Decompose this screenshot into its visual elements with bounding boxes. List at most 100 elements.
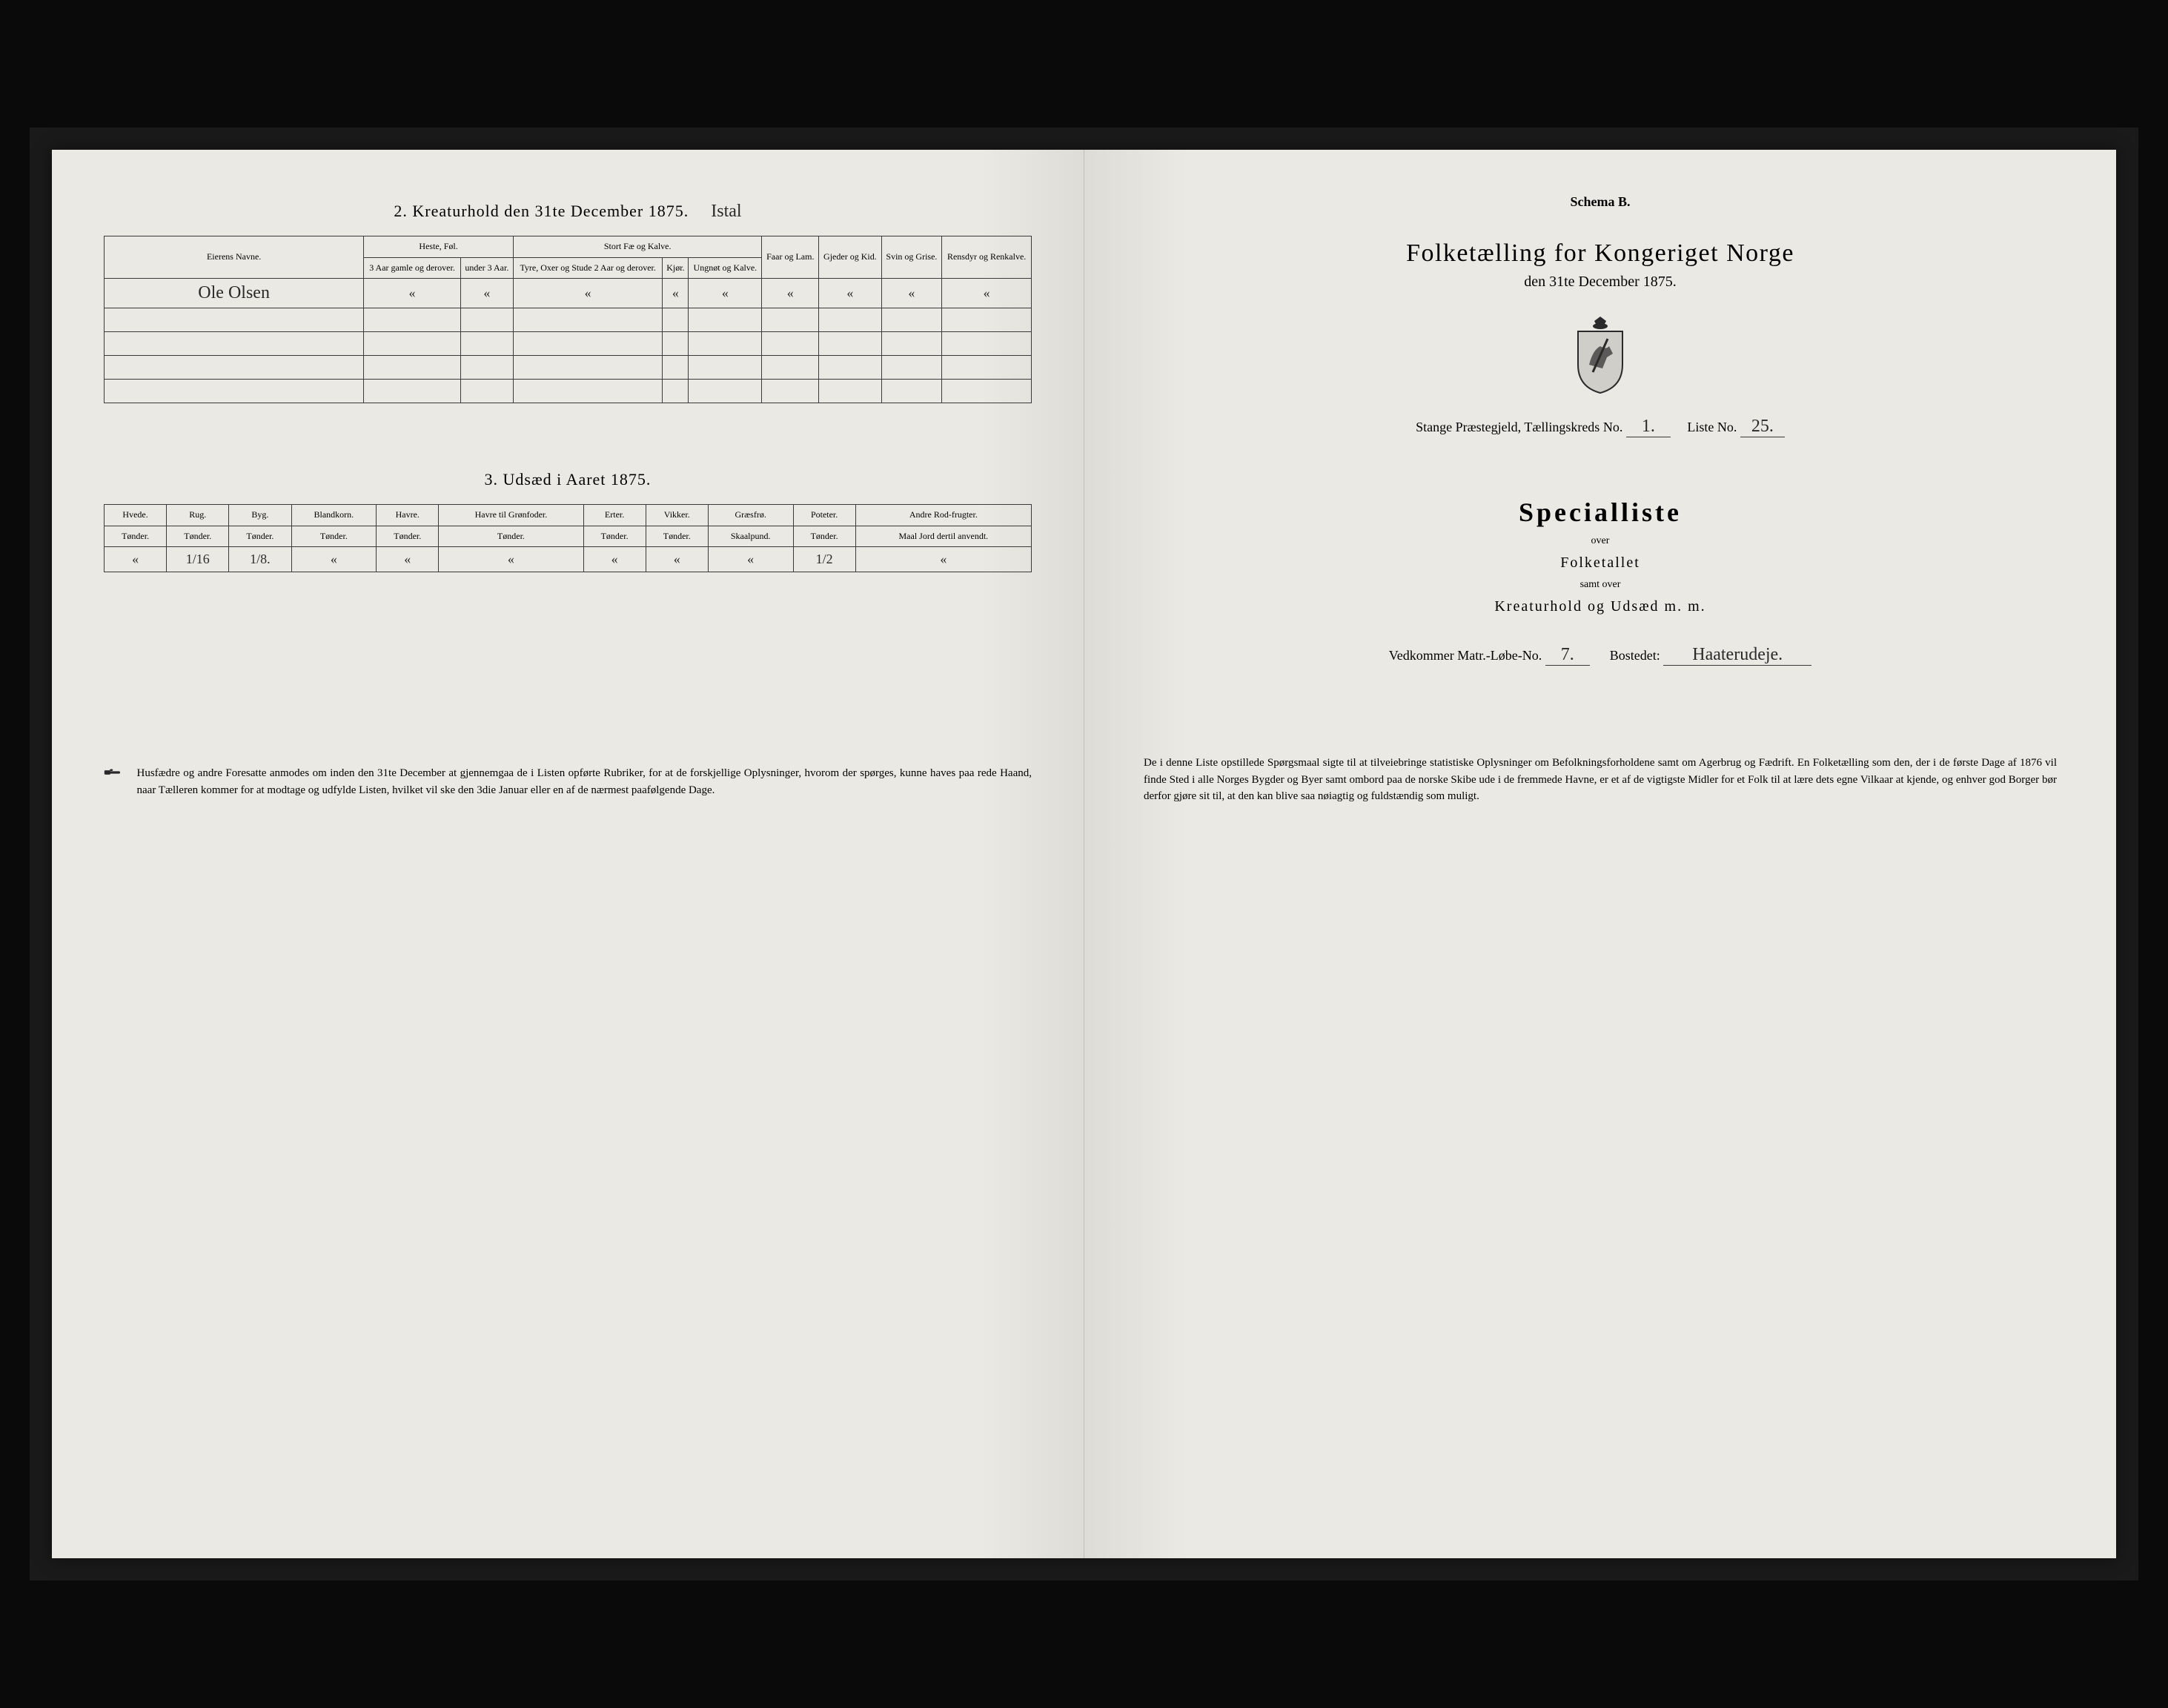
vedkommer-line: Vedkommer Matr.-Løbe-No. 7. Bostedet: Ha… — [1136, 645, 2064, 666]
seed-cell: 1/2 — [793, 547, 855, 572]
table-row — [105, 308, 1032, 332]
seed-cell: « — [105, 547, 167, 572]
seed-col-unit: Tønder. — [439, 526, 583, 547]
page-right: Schema B. Folketælling for Kongeriget No… — [1084, 150, 2116, 1558]
data-cell — [364, 380, 460, 403]
data-cell — [689, 308, 762, 332]
data-cell — [364, 356, 460, 380]
col-rensdyr: Rensdyr og Renkalve. — [942, 236, 1032, 279]
col-gjeder: Gjeder og Kid. — [819, 236, 881, 279]
seed-col-unit: Skaalpund. — [708, 526, 793, 547]
col-owner: Eierens Navne. — [105, 236, 364, 279]
owner-cell: Ole Olsen — [105, 279, 364, 308]
matr-no: 7. — [1545, 645, 1590, 666]
col-faar: Faar og Lam. — [762, 236, 819, 279]
seed-col-unit: Tønder. — [105, 526, 167, 547]
seed-col-unit: Tønder. — [229, 526, 291, 547]
data-cell — [881, 332, 942, 356]
data-cell — [689, 380, 762, 403]
seed-col-head: Rug. — [167, 505, 229, 526]
col-group-storfe: Stort Fæ og Kalve. — [513, 236, 761, 258]
owner-cell — [105, 356, 364, 380]
data-cell — [819, 380, 881, 403]
samt-over: samt over — [1136, 579, 2064, 591]
seed-cell: « — [646, 547, 708, 572]
seed-col-head: Hvede. — [105, 505, 167, 526]
col-heste-b: under 3 Aar. — [460, 257, 513, 279]
section2-title-row: 2. Kreaturhold den 31te December 1875. I… — [104, 194, 1032, 236]
data-cell — [364, 308, 460, 332]
seed-col-head: Vikker. — [646, 505, 708, 526]
data-cell: « — [689, 279, 762, 308]
data-cell — [689, 356, 762, 380]
right-footnote: De i denne Liste opstillede Spørgsmaal s… — [1136, 755, 2064, 805]
data-cell — [513, 380, 662, 403]
table-row — [105, 332, 1032, 356]
seed-col-head: Andre Rod-frugter. — [855, 505, 1031, 526]
seed-col-head: Poteter. — [793, 505, 855, 526]
bostedet-value: Haaterudeje. — [1663, 645, 1811, 666]
liste-label: Liste No. — [1687, 420, 1737, 434]
seed-cell: « — [708, 547, 793, 572]
data-cell — [663, 380, 689, 403]
data-cell: « — [364, 279, 460, 308]
seed-cell: « — [291, 547, 377, 572]
data-cell — [762, 380, 819, 403]
section2-note: Istal — [711, 202, 741, 222]
data-cell — [881, 356, 942, 380]
seed-cell: 1/16 — [167, 547, 229, 572]
left-footnote-block: Husfædre og andre Foresatte anmodes om i… — [104, 765, 1032, 798]
table-row — [105, 380, 1032, 403]
data-cell — [942, 356, 1032, 380]
seed-cell: « — [583, 547, 646, 572]
data-cell — [460, 332, 513, 356]
section2-title: 2. Kreaturhold den 31te December 1875. — [394, 202, 689, 221]
col-storfe-a: Tyre, Oxer og Stude 2 Aar og derover. — [513, 257, 662, 279]
data-cell — [819, 356, 881, 380]
seed-col-head: Erter. — [583, 505, 646, 526]
data-cell: « — [513, 279, 662, 308]
kreatur-line: Kreaturhold og Udsæd m. m. — [1136, 598, 2064, 615]
seed-col-unit: Tønder. — [291, 526, 377, 547]
seed-col-head: Havre. — [377, 505, 439, 526]
col-group-heste: Heste, Føl. — [364, 236, 514, 258]
seed-col-head: Byg. — [229, 505, 291, 526]
seed-col-unit: Tønder. — [793, 526, 855, 547]
data-cell — [513, 308, 662, 332]
seed-cell: « — [855, 547, 1031, 572]
section3-title: 3. Udsæd i Aaret 1875. — [104, 470, 1032, 489]
data-cell — [513, 356, 662, 380]
folketallet: Folketallet — [1136, 555, 2064, 572]
seed-table: Hvede.Rug.Byg.Blandkorn.Havre.Havre til … — [104, 504, 1032, 572]
seed-cell: 1/8. — [229, 547, 291, 572]
owner-cell — [105, 308, 364, 332]
data-cell — [881, 308, 942, 332]
bostedet-label: Bostedet: — [1610, 648, 1660, 663]
pointing-hand-icon — [104, 765, 122, 780]
data-cell — [460, 356, 513, 380]
specialliste-heading: Specialliste — [1136, 497, 2064, 528]
data-cell — [762, 308, 819, 332]
page-left: 2. Kreaturhold den 31te December 1875. I… — [52, 150, 1084, 1558]
data-cell — [942, 332, 1032, 356]
scan-frame: 2. Kreaturhold den 31te December 1875. I… — [30, 128, 2138, 1580]
col-heste-a: 3 Aar gamle og derover. — [364, 257, 460, 279]
data-cell — [819, 308, 881, 332]
liste-no: 25. — [1740, 417, 1785, 437]
seed-cell: « — [439, 547, 583, 572]
over-1: over — [1136, 535, 2064, 547]
owner-cell — [105, 380, 364, 403]
col-storfe-b: Kjør. — [663, 257, 689, 279]
data-cell — [689, 332, 762, 356]
coat-of-arms-icon — [1567, 313, 1634, 394]
livestock-table: Eierens Navne. Heste, Føl. Stort Fæ og K… — [104, 236, 1032, 403]
data-cell — [364, 332, 460, 356]
seed-col-head: Havre til Grønfoder. — [439, 505, 583, 526]
data-cell — [762, 332, 819, 356]
census-subtitle: den 31te December 1875. — [1136, 274, 2064, 291]
data-cell: « — [819, 279, 881, 308]
data-cell — [663, 332, 689, 356]
data-cell: « — [460, 279, 513, 308]
district-prefix: Stange Præstegjeld, Tællingskreds No. — [1416, 420, 1622, 434]
schema-label: Schema B. — [1136, 194, 2064, 210]
